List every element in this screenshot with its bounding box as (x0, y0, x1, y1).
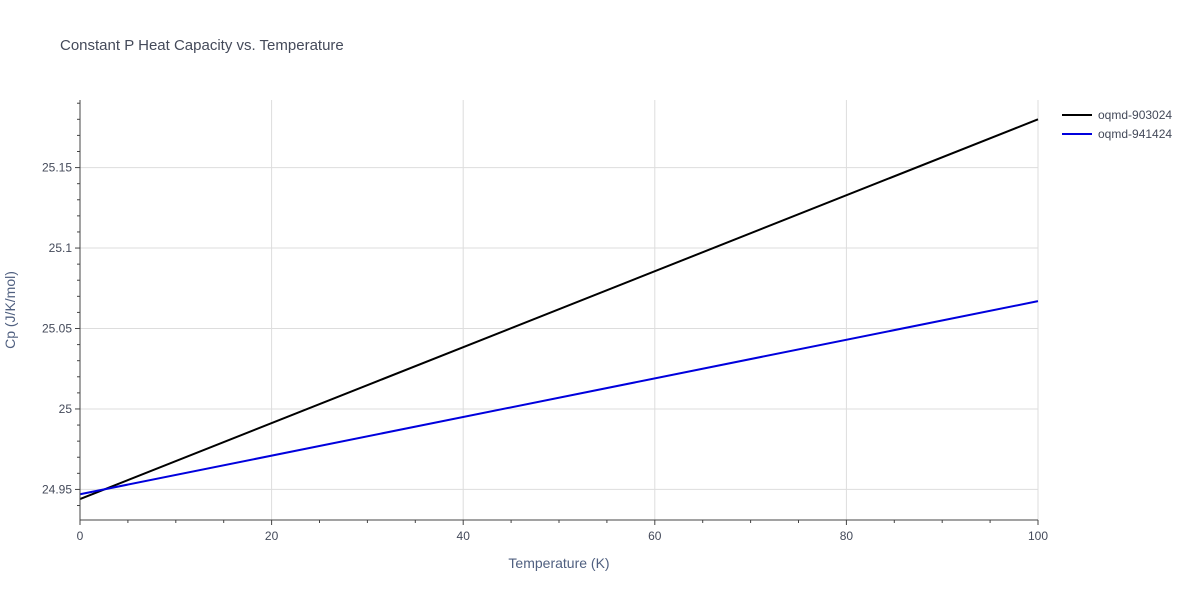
legend-label: oqmd-903024 (1098, 108, 1172, 122)
legend-label: oqmd-941424 (1098, 127, 1172, 141)
series-line-oqmd-903024 (79, 118, 1039, 501)
y-tick-label: 25 (59, 402, 73, 416)
x-axis-title: Temperature (K) (508, 555, 609, 571)
plot-area (79, 118, 1039, 501)
y-axis-title: Cp (J/K/mol) (2, 271, 18, 349)
x-tick-label: 100 (1028, 529, 1048, 543)
y-tick-label: 25.1 (49, 241, 73, 255)
series-line-oqmd-941424 (79, 300, 1039, 496)
x-tick-label: 80 (840, 529, 854, 543)
grid (80, 100, 1039, 520)
x-tick-label: 40 (457, 529, 471, 543)
x-tick-label: 0 (77, 529, 84, 543)
legend-item[interactable]: oqmd-941424 (1062, 127, 1172, 141)
chart-title: Constant P Heat Capacity vs. Temperature (60, 37, 344, 54)
legend[interactable]: oqmd-903024 oqmd-941424 (1062, 108, 1172, 141)
y-tick-label: 25.05 (42, 322, 72, 336)
y-tick-label: 25.15 (42, 161, 72, 175)
x-tick-label: 60 (648, 529, 662, 543)
axes: 0 20 40 60 80 100 24.95 25 25.05 25.1 25.15 (42, 100, 1048, 543)
y-tick-label: 24.95 (42, 482, 72, 496)
x-tick-label: 20 (265, 529, 279, 543)
legend-item[interactable]: oqmd-903024 (1062, 108, 1172, 122)
